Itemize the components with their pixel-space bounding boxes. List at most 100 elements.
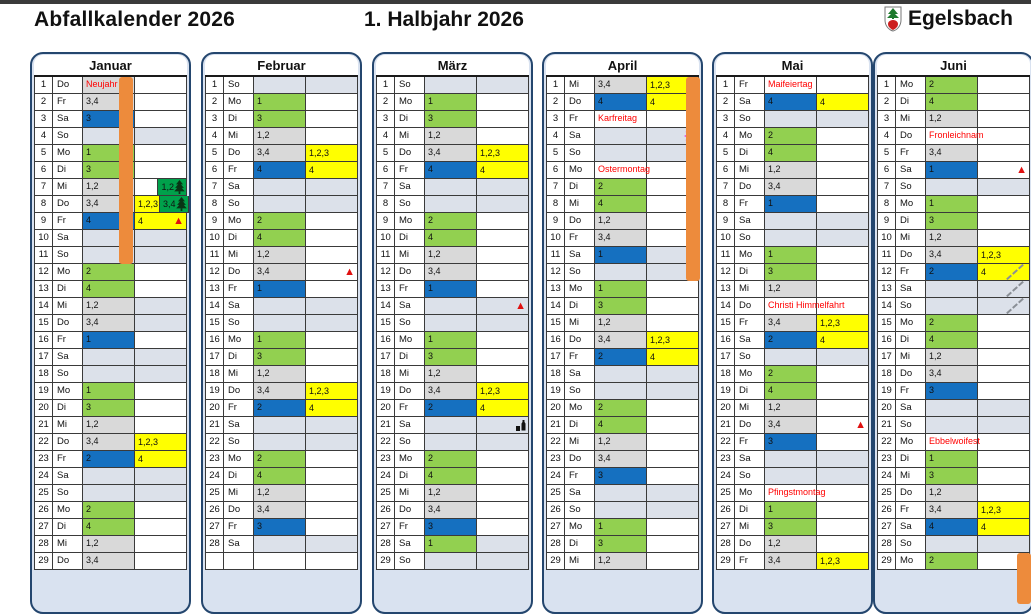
cell-value: 4 — [86, 215, 92, 225]
day-number: 22 — [547, 434, 565, 451]
day-row: 1 So — [377, 77, 529, 94]
collection-cell: 3,4 — [595, 451, 647, 468]
extra-cell — [978, 383, 1030, 400]
collection-cell: 1,2 — [83, 298, 135, 315]
day-row: 23 Fr 2 4 — [35, 451, 187, 468]
cell-value: 3,4 — [768, 181, 781, 191]
extra-cell — [817, 366, 869, 383]
weekday-label: Mi — [224, 485, 254, 502]
collection-cell: 2 — [765, 366, 817, 383]
orange-period-bar — [1017, 553, 1031, 604]
day-row: 2 Di 4 — [878, 94, 1030, 111]
egelsbach-coat-of-arms-icon — [883, 6, 903, 32]
extra-cell — [817, 128, 869, 145]
weekday-label: Mi — [395, 485, 425, 502]
day-number: 20 — [377, 400, 395, 417]
extra-cell — [477, 349, 529, 366]
day-row: 24 Di 4 — [377, 468, 529, 485]
day-row: 19 So — [547, 383, 699, 400]
cell-value: 1,2,3 — [820, 317, 841, 328]
extra-cell — [817, 519, 869, 536]
cell-value: 1,2 — [929, 232, 942, 242]
collection-cell: 1,2 — [425, 485, 477, 502]
day-row: 19 Do 3,4 1,2,3 — [206, 383, 358, 400]
month-day-grid: 1 Mo 2 2 Di 4 3 Mi 1,2 4 Do Fronleichnam 5 Fr 3,4 6 Sa 1 ▲… — [877, 77, 1030, 570]
weekday-label: Mo — [224, 94, 254, 111]
day-row: 8 Mo 1 — [878, 196, 1030, 213]
month-panel-juni: Juni 1 Mo 2 2 Di 4 3 Mi 1,2 4 Do Fronleichnam 5 Fr 3,4 6… — [873, 52, 1031, 614]
cell-value: 3 — [929, 215, 935, 225]
day-number: 20 — [717, 400, 735, 417]
extra-cell — [306, 451, 358, 468]
cell-value: 2 — [598, 351, 604, 361]
weekday-label: Do — [735, 536, 765, 553]
collection-cell: 3,4 — [926, 502, 978, 519]
collection-cell: 1,2 — [425, 128, 477, 145]
day-number: 11 — [206, 247, 224, 264]
day-row: 10 Di 4 — [206, 230, 358, 247]
day-row: 26 Do 3,4 — [377, 502, 529, 519]
collection-cell: 4 — [595, 196, 647, 213]
collection-cell: 1 — [926, 162, 978, 179]
extra-subcell — [135, 179, 159, 195]
extra-cell — [306, 179, 358, 196]
weekday-label: Do — [224, 145, 254, 162]
day-row: 16 Do 3,4 1,2,3 — [547, 332, 699, 349]
day-number: 6 — [547, 162, 565, 179]
day-row: 17 Di 3 — [377, 349, 529, 366]
day-row: 7 Do 3,4 — [717, 179, 869, 196]
day-number: 25 — [377, 485, 395, 502]
day-number: 16 — [547, 332, 565, 349]
day-number: 20 — [547, 400, 565, 417]
day-row: 1 So — [206, 77, 358, 94]
cell-value: 4 — [309, 164, 315, 175]
collection-cell — [425, 77, 477, 94]
cell-value: 1,2 — [929, 113, 942, 123]
day-row: 11 So — [35, 247, 187, 264]
weekday-label: Fr — [224, 281, 254, 298]
weekday-label: Sa — [53, 230, 83, 247]
day-row — [206, 553, 358, 570]
extra-cell: 4 — [306, 400, 358, 417]
weekday-label: Do — [395, 264, 425, 281]
top-divider-bar — [0, 0, 1031, 4]
weekday-label: Mi — [896, 468, 926, 485]
day-row: 26 Di 1 — [717, 502, 869, 519]
collection-cell: 4 — [425, 468, 477, 485]
extra-cell — [135, 128, 187, 145]
extra-cell — [978, 179, 1030, 196]
weekday-label: Do — [224, 264, 254, 281]
cell-value: 2 — [86, 266, 92, 276]
cell-value: 3 — [257, 351, 263, 361]
cell-value: 1,2,3 — [309, 385, 330, 396]
cell-value: 2 — [929, 79, 935, 89]
day-row: 28 Sa 1 — [377, 536, 529, 553]
day-number: 14 — [377, 298, 395, 315]
day-row: 27 Fr 3 — [377, 519, 529, 536]
weekday-label: Di — [565, 179, 595, 196]
collection-cell — [254, 417, 306, 434]
weekday-label: Fr — [565, 111, 595, 128]
day-number: 16 — [35, 332, 53, 349]
cell-value: 4 — [309, 402, 315, 413]
day-number: 15 — [35, 315, 53, 332]
weekday-label: Fr — [896, 502, 926, 519]
cell-value: 3 — [768, 521, 774, 531]
extra-cell — [477, 230, 529, 247]
day-number: 21 — [35, 417, 53, 434]
extra-cell — [978, 468, 1030, 485]
cell-value: 3,4 — [257, 147, 270, 157]
collection-cell: Pfingstmontag — [765, 485, 826, 502]
day-number: 12 — [377, 264, 395, 281]
cell-value: 2 — [929, 555, 935, 565]
day-row: 25 So — [35, 485, 187, 502]
collection-cell: 3 — [425, 349, 477, 366]
collection-cell — [595, 145, 647, 162]
extra-cell — [477, 94, 529, 111]
day-row: 12 Do 3,4 — [377, 264, 529, 281]
cell-value: 1 — [428, 538, 434, 548]
collection-cell: 3 — [595, 536, 647, 553]
day-row: 6 Fr 4 4 — [377, 162, 529, 179]
day-row: 21 Do 3,4 ▲ — [717, 417, 869, 434]
day-number: 7 — [878, 179, 896, 196]
